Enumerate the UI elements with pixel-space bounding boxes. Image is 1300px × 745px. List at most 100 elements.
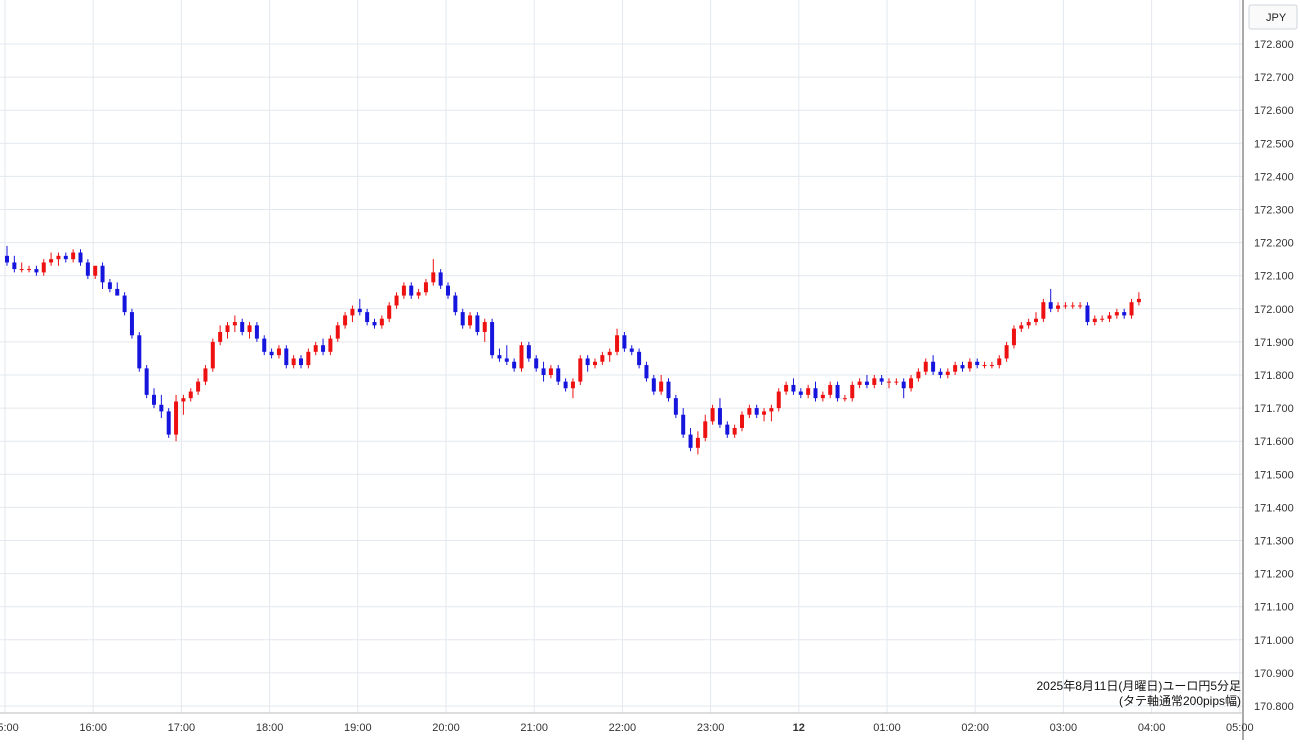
candle-body <box>328 338 333 352</box>
candle-body <box>446 285 450 296</box>
candle <box>262 335 267 356</box>
candle <box>321 338 326 356</box>
candle-body <box>387 305 392 319</box>
candle-body <box>732 427 737 435</box>
candle <box>1004 341 1009 362</box>
candle-body <box>710 408 715 422</box>
y-tick-label: 172.000 <box>1254 304 1294 316</box>
y-tick-label: 172.200 <box>1254 238 1294 250</box>
x-tick-label: 16:00 <box>79 722 107 734</box>
candle-body <box>291 358 296 366</box>
candle <box>497 348 502 362</box>
candle-body <box>637 351 642 366</box>
candle-body <box>519 345 524 369</box>
x-tick-label: 04:00 <box>1138 722 1166 734</box>
candle <box>776 388 781 412</box>
candle <box>593 358 597 369</box>
candle <box>725 421 730 438</box>
candle <box>909 375 914 392</box>
candle <box>63 252 68 263</box>
y-tick-label: 172.300 <box>1254 205 1294 217</box>
candle <box>137 331 142 372</box>
candle-body <box>93 265 98 276</box>
candle <box>379 315 384 329</box>
candle-body <box>607 351 612 356</box>
candle <box>335 322 340 342</box>
candle-body <box>1136 298 1141 303</box>
candle-body <box>1078 305 1083 307</box>
candle <box>313 341 318 356</box>
candle <box>960 361 965 372</box>
candle-body <box>585 358 590 366</box>
candle <box>967 358 972 372</box>
candle-body <box>504 358 509 362</box>
candle-body <box>19 269 24 271</box>
candle <box>129 308 134 339</box>
candle-body <box>350 308 355 316</box>
candle-body <box>1041 302 1046 319</box>
candle-body <box>688 434 693 448</box>
candle <box>490 318 495 359</box>
candle-body <box>321 345 326 352</box>
candle-body <box>806 388 811 395</box>
candle <box>188 388 193 402</box>
candle <box>850 381 855 402</box>
candle-body <box>864 381 869 385</box>
candle-body <box>578 358 583 382</box>
candle-body <box>394 295 399 306</box>
candle <box>997 355 1002 369</box>
candle-body <box>1011 328 1016 346</box>
candle-body <box>967 361 972 369</box>
candle-body <box>210 341 215 369</box>
candle <box>291 355 296 369</box>
candle <box>306 348 311 369</box>
candle-body <box>196 381 201 392</box>
candle <box>276 345 281 359</box>
candle-body <box>556 368 561 382</box>
candle-body <box>372 322 377 326</box>
candle-body <box>960 365 965 369</box>
candle <box>254 322 259 342</box>
candle-body <box>894 381 899 383</box>
candle <box>1048 288 1053 313</box>
candle-body <box>423 282 428 293</box>
candle <box>100 262 105 289</box>
candle <box>85 259 90 280</box>
candle-body <box>548 368 553 375</box>
candle <box>975 358 980 369</box>
candle <box>1034 312 1038 326</box>
candle <box>747 404 752 419</box>
candle-body <box>754 408 759 415</box>
candle-body <box>129 312 134 336</box>
x-tick-label: 05:00 <box>1226 722 1254 734</box>
candle <box>563 378 568 392</box>
candle-body <box>1070 305 1075 307</box>
candle <box>78 249 83 266</box>
y-axis-labels: 172.800 172.700 172.600 172.500 172.400 172.3… <box>1254 39 1294 713</box>
candle-body <box>1048 302 1053 309</box>
candles <box>5 245 1141 455</box>
candle <box>1019 322 1024 332</box>
candle-body <box>615 335 620 352</box>
candle <box>196 378 201 395</box>
candle-body <box>982 365 987 367</box>
candle <box>1100 315 1105 323</box>
candle-body <box>622 335 627 349</box>
x-tick-label: 23:00 <box>697 722 725 734</box>
candle <box>717 398 722 428</box>
candle <box>401 282 406 299</box>
candle-body <box>717 408 722 425</box>
candle <box>394 292 399 309</box>
candle <box>688 427 693 452</box>
candle <box>504 345 509 366</box>
candle <box>791 378 796 395</box>
candle <box>556 365 561 385</box>
candle <box>835 381 840 402</box>
candle-body <box>600 355 605 362</box>
candle-body <box>1019 325 1024 329</box>
candle-body <box>85 262 90 276</box>
candle-body <box>1100 318 1105 320</box>
candle <box>247 322 252 339</box>
candle-body <box>563 381 568 389</box>
candle <box>703 414 708 442</box>
